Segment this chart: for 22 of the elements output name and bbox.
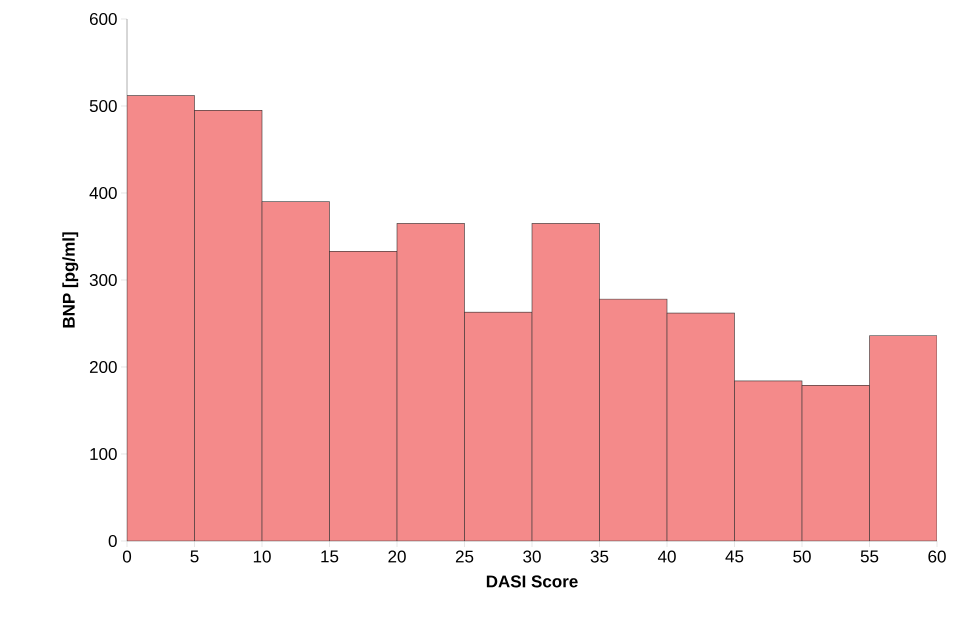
x-tick-label: 15 bbox=[321, 550, 338, 562]
x-tick-label: 10 bbox=[254, 550, 271, 563]
x-tick-label: 0 bbox=[122, 550, 132, 563]
x-tick-label: 40 bbox=[658, 550, 676, 563]
y-tick-label: 200 bbox=[90, 360, 117, 374]
y-tick-label: 0 bbox=[108, 534, 117, 548]
x-tick-label: 50 bbox=[793, 550, 811, 563]
y-tick-label: 500 bbox=[90, 100, 117, 112]
x-axis-title: DASI Score bbox=[486, 575, 578, 588]
x-tick-label: 20 bbox=[388, 550, 406, 563]
x-tick-label: 25 bbox=[456, 550, 474, 563]
x-tick-label: 30 bbox=[523, 550, 541, 563]
x-tick-label: 45 bbox=[725, 550, 744, 562]
x-tick-label: 35 bbox=[590, 550, 608, 563]
y-tick-label: 600 bbox=[90, 12, 117, 26]
y-tick-label: 400 bbox=[89, 186, 117, 200]
x-tick-label: 5 bbox=[190, 550, 199, 562]
y-tick-label: 100 bbox=[90, 448, 117, 460]
y-tick-label: 300 bbox=[90, 274, 117, 286]
y-axis-title: BNP [pg/ml] bbox=[62, 232, 78, 328]
x-tick-label: 60 bbox=[928, 550, 946, 563]
x-tick-label: 55 bbox=[860, 550, 878, 562]
